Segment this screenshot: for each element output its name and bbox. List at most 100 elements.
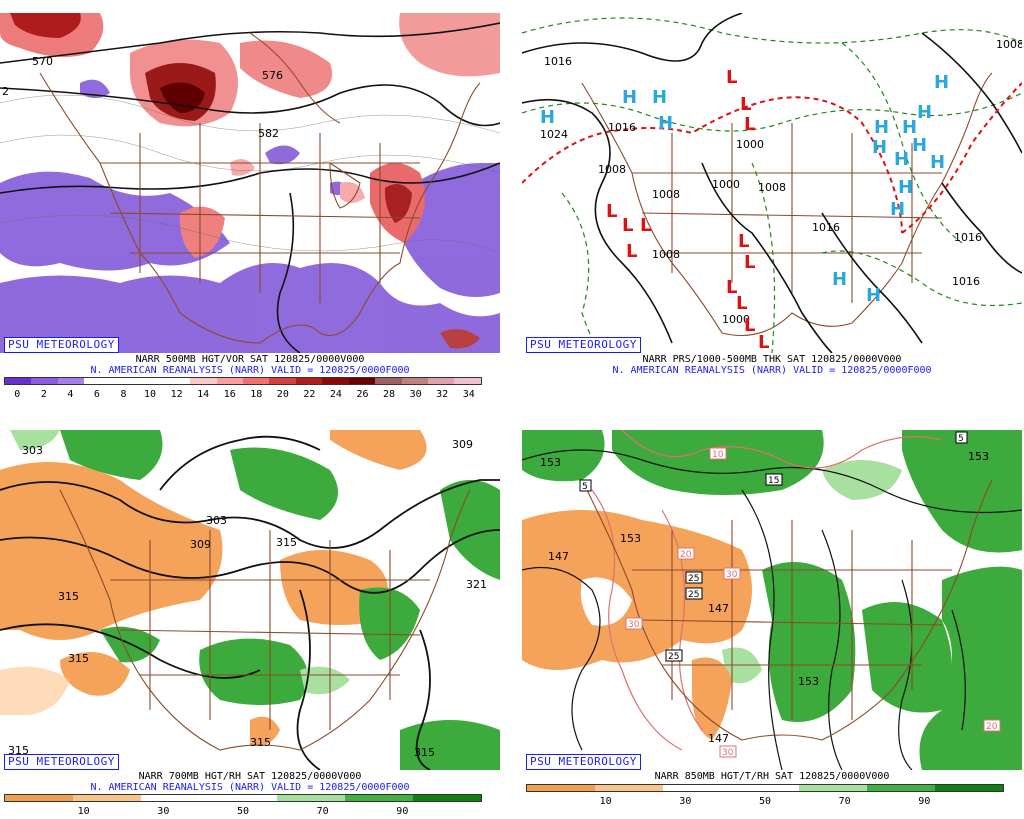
colorbar-swatch — [375, 378, 402, 384]
contour-label-153b: 153 — [620, 532, 641, 545]
high-pressure-marker: H — [540, 107, 555, 128]
colorbar-label: 26 — [356, 389, 369, 400]
isobar-label-1008: 1008 — [598, 163, 626, 176]
colorbar-swatch — [73, 795, 141, 801]
colorbar-swatch — [209, 795, 277, 801]
colorbar-swatch — [428, 378, 455, 384]
colorbar-labels: 0 2 4 6 8 10 12 14 16 18 20 22 24 26 28 30 32 34 — [4, 389, 482, 401]
colorbar-swatch — [345, 795, 413, 801]
contour-label-315b: 315 — [58, 590, 79, 603]
boxed-label: 30 — [723, 567, 741, 580]
low-pressure-marker: L — [758, 332, 769, 353]
panel-subtitle: N. AMERICAN REANALYSIS (NARR) VALID = 12… — [90, 365, 410, 376]
colorbar-swatch — [269, 378, 296, 384]
colorbar-swatch — [935, 785, 1003, 791]
contour-label-315c: 315 — [68, 652, 89, 665]
high-pressure-marker: H — [930, 152, 945, 173]
map-500mb-vorticity: 570 576 582 2 — [0, 13, 500, 353]
psu-logo: PSU METEOROLOGY — [526, 337, 641, 353]
contour-label-303b: 303 — [206, 514, 227, 527]
isobar-label-1016b: 1016 — [608, 121, 636, 134]
contour-label-315e: 315 — [250, 736, 271, 749]
colorbar-labels: 10 30 50 70 90 — [526, 796, 1004, 808]
map-700mb-rh: 303 309 303 309 315 315 321 315 315 315 … — [0, 430, 500, 770]
colorbar — [4, 377, 482, 385]
colorbar-swatch — [141, 795, 209, 801]
colorbar-label: 22 — [303, 389, 316, 400]
high-pressure-marker: H — [902, 117, 917, 138]
colorbar-swatch — [401, 378, 428, 384]
colorbar-label: 50 — [758, 796, 772, 807]
panel-850mb-temp-rh: 147 153 153 147 147 153 153 5 10 15 20 2… — [522, 417, 1022, 819]
colorbar-swatch — [242, 378, 270, 384]
colorbar-label: 50 — [236, 806, 250, 817]
colorbar-label: 32 — [436, 389, 449, 400]
contour-label-315: 315 — [276, 536, 297, 549]
low-pressure-marker: L — [726, 277, 737, 298]
panel-subtitle: N. AMERICAN REANALYSIS (NARR) VALID = 12… — [90, 782, 410, 793]
isobar-label-1016e: 1016 — [952, 275, 980, 288]
colorbar-swatch — [277, 795, 345, 801]
contour-label-570: 570 — [32, 55, 53, 68]
svg-text:15: 15 — [768, 476, 779, 486]
map-850mb: 147 153 153 147 147 153 153 5 10 15 20 2… — [522, 430, 1022, 770]
contour-label-309b: 309 — [452, 438, 473, 451]
contour-label-147c: 147 — [708, 732, 729, 745]
colorbar-label: 6 — [93, 389, 100, 400]
svg-text:25: 25 — [688, 574, 699, 584]
colorbar-label: 30 — [409, 389, 422, 400]
panel-title: NARR 850MB HGT/T/RH SAT 120825/0000V000 — [654, 771, 890, 782]
high-pressure-marker: H — [832, 269, 847, 290]
boxed-label: 25 — [685, 587, 703, 600]
colorbar-label: 10 — [77, 806, 90, 817]
contour-label-321: 321 — [466, 578, 487, 591]
high-pressure-marker: H — [658, 113, 673, 134]
isobar-label-1016c: 1016 — [812, 221, 840, 234]
high-pressure-marker: H — [894, 149, 909, 170]
colorbar-swatch — [84, 378, 111, 384]
contour-label-147b: 147 — [708, 602, 729, 615]
colorbar-swatch — [57, 378, 85, 384]
colorbar-swatch — [322, 378, 349, 384]
svg-text:20: 20 — [680, 550, 692, 560]
colorbar-swatch — [454, 378, 481, 384]
high-pressure-marker: H — [652, 87, 667, 108]
colorbar-swatch — [31, 378, 58, 384]
svg-text:10: 10 — [712, 450, 724, 460]
contour-label-153d: 153 — [968, 450, 989, 463]
colorbar-label: 16 — [223, 389, 236, 400]
contour-label-576: 576 — [262, 69, 283, 82]
colorbar-label: 8 — [120, 389, 127, 400]
colorbar-label: 20 — [276, 389, 289, 400]
colorbar-swatch — [5, 378, 32, 384]
svg-text:5: 5 — [958, 434, 964, 444]
panel-sfc-pressure-thickness: 1016 1024 1016 1008 1008 1000 1008 1016 … — [522, 0, 1022, 402]
isobar-label-1008b: 1008 — [652, 188, 680, 201]
colorbar-swatch — [190, 378, 217, 384]
contour-label-309: 309 — [190, 538, 211, 551]
colorbar-swatch — [216, 378, 243, 384]
contour-label-582: 582 — [258, 127, 279, 140]
svg-text:30: 30 — [628, 620, 640, 630]
low-pressure-marker: L — [626, 241, 637, 262]
colorbar-label: 10 — [144, 389, 157, 400]
psu-logo: PSU METEOROLOGY — [526, 754, 641, 770]
colorbar-label: 30 — [679, 796, 692, 807]
low-pressure-marker: L — [744, 114, 755, 135]
colorbar-swatch — [867, 785, 935, 791]
colorbar-label: 14 — [197, 389, 210, 400]
colorbar — [526, 784, 1004, 792]
colorbar-swatch — [413, 795, 481, 801]
high-pressure-marker: H — [890, 199, 905, 220]
boxed-label: 20 — [677, 547, 695, 560]
contour-label-315d: 315 — [8, 744, 29, 757]
isobar-label-1016: 1016 — [544, 55, 572, 68]
high-pressure-marker: H — [917, 102, 932, 123]
svg-text:25: 25 — [688, 590, 699, 600]
isobar-label-1008d: 1008 — [652, 248, 680, 261]
isobar-label-1024: 1024 — [540, 128, 568, 141]
panel-700mb-rh: 303 309 303 309 315 315 321 315 315 315 … — [0, 417, 500, 819]
panel-title: NARR 500MB HGT/VOR SAT 120825/0000V000 — [135, 354, 365, 365]
high-pressure-marker: H — [874, 117, 889, 138]
colorbar-swatch — [5, 795, 73, 801]
